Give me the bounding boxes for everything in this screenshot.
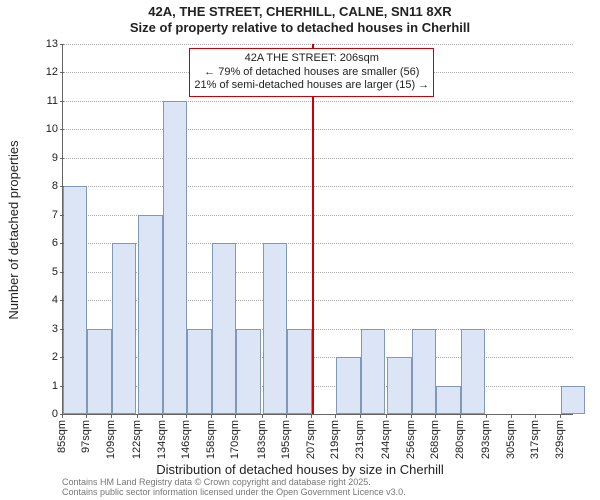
x-tick-mark (460, 414, 461, 418)
x-tick-label: 122sqm (131, 420, 143, 459)
y-tick-label: 11 (36, 95, 58, 107)
x-tick-label: 293sqm (480, 420, 492, 459)
x-tick-mark (137, 414, 138, 418)
histogram-bar (163, 101, 187, 414)
x-tick-mark (411, 414, 412, 418)
chart-container: 42A, THE STREET, CHERHILL, CALNE, SN11 8… (0, 0, 600, 500)
x-tick-mark (311, 414, 312, 418)
x-tick-label: 195sqm (280, 420, 292, 459)
x-tick-label: 268sqm (429, 420, 441, 459)
x-tick-mark (535, 414, 536, 418)
annotation-line: 21% of semi-detached houses are larger (… (194, 79, 429, 93)
x-tick-label: 97sqm (80, 420, 92, 453)
histogram-bar (387, 357, 411, 414)
y-tick-label: 2 (36, 351, 58, 363)
histogram-bar (263, 243, 287, 414)
x-tick-label: 329sqm (554, 420, 566, 459)
histogram-bar (561, 386, 585, 414)
histogram-bar (336, 357, 360, 414)
title-sub: Size of property relative to detached ho… (0, 20, 600, 38)
title-main: 42A, THE STREET, CHERHILL, CALNE, SN11 8… (0, 0, 600, 20)
x-tick-label: 183sqm (256, 420, 268, 459)
plot-area: 42A THE STREET: 206sqm← 79% of detached … (62, 44, 573, 415)
x-tick-mark (511, 414, 512, 418)
x-tick-label: 109sqm (105, 420, 117, 459)
x-tick-mark (211, 414, 212, 418)
histogram-bar (212, 243, 236, 414)
x-tick-mark (486, 414, 487, 418)
x-tick-mark (386, 414, 387, 418)
x-tick-mark (360, 414, 361, 418)
histogram-bar (187, 329, 211, 414)
histogram-bar (287, 329, 311, 414)
reference-line (312, 44, 314, 414)
x-tick-mark (286, 414, 287, 418)
x-tick-label: 305sqm (505, 420, 517, 459)
histogram-bar (412, 329, 436, 414)
x-tick-mark (335, 414, 336, 418)
gridline (63, 158, 573, 159)
gridline (63, 101, 573, 102)
x-tick-mark (435, 414, 436, 418)
y-tick-label: 9 (36, 152, 58, 164)
annotation-line: 42A THE STREET: 206sqm (194, 52, 429, 66)
x-axis-label: Distribution of detached houses by size … (0, 462, 600, 477)
y-tick-label: 5 (36, 266, 58, 278)
y-tick-label: 6 (36, 237, 58, 249)
histogram-bar (461, 329, 485, 414)
y-tick-label: 1 (36, 380, 58, 392)
histogram-bar (436, 386, 460, 414)
x-tick-label: 219sqm (329, 420, 341, 459)
x-tick-label: 146sqm (180, 420, 192, 459)
x-tick-label: 231sqm (354, 420, 366, 459)
y-tick-label: 0 (36, 408, 58, 420)
x-tick-mark (62, 414, 63, 418)
y-tick-label: 13 (36, 38, 58, 50)
y-tick-label: 7 (36, 209, 58, 221)
x-tick-label: 170sqm (229, 420, 241, 459)
footer-attribution: Contains HM Land Registry data © Crown c… (62, 478, 406, 498)
y-tick-label: 8 (36, 180, 58, 192)
gridline (63, 186, 573, 187)
gridline (63, 44, 573, 45)
x-tick-mark (162, 414, 163, 418)
y-axis-label: Number of detached properties (6, 140, 21, 319)
x-tick-label: 158sqm (205, 420, 217, 459)
x-tick-mark (560, 414, 561, 418)
footer-line-2: Contains public sector information licen… (62, 488, 406, 498)
y-tick-label: 12 (36, 66, 58, 78)
histogram-bar (112, 243, 136, 414)
x-tick-mark (111, 414, 112, 418)
y-tick-label: 4 (36, 294, 58, 306)
histogram-bar (236, 329, 260, 414)
histogram-bar (63, 186, 87, 414)
y-tick-label: 10 (36, 123, 58, 135)
x-tick-mark (86, 414, 87, 418)
histogram-bar (87, 329, 111, 414)
x-tick-label: 317sqm (529, 420, 541, 459)
gridline (63, 129, 573, 130)
x-tick-label: 85sqm (56, 420, 68, 453)
x-tick-mark (262, 414, 263, 418)
x-tick-label: 256sqm (405, 420, 417, 459)
x-tick-label: 280sqm (454, 420, 466, 459)
x-tick-mark (235, 414, 236, 418)
annotation-box: 42A THE STREET: 206sqm← 79% of detached … (189, 48, 434, 97)
histogram-bar (361, 329, 385, 414)
x-tick-label: 207sqm (305, 420, 317, 459)
histogram-bar (138, 215, 162, 414)
x-tick-label: 244sqm (380, 420, 392, 459)
x-tick-label: 134sqm (156, 420, 168, 459)
y-tick-label: 3 (36, 323, 58, 335)
annotation-line: ← 79% of detached houses are smaller (56… (194, 66, 429, 80)
x-tick-mark (186, 414, 187, 418)
